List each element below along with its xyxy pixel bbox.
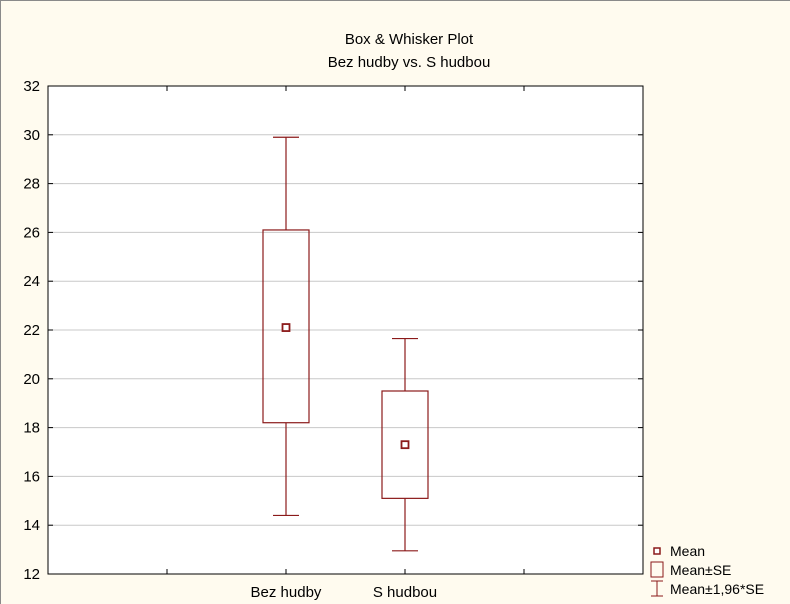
y-tick-label: 18 [23, 420, 40, 437]
x-tick-label: S hudbou [373, 584, 437, 601]
y-tick-label: 24 [23, 273, 40, 290]
legend-label: Mean±SE [670, 562, 731, 578]
legend-se-box [650, 561, 664, 578]
mean-marker [400, 440, 410, 450]
y-axis: 12 14 16 18 20 22 24 26 28 30 32 [23, 78, 643, 583]
plot-series [262, 136, 429, 552]
mean-marker [281, 323, 291, 332]
y-tick-label: 32 [23, 78, 40, 95]
y-tick-label: 14 [23, 517, 40, 534]
grid-lines [48, 134, 643, 526]
chart-subtitle: Bez hudby vs. S hudbou [328, 54, 491, 71]
y-tick-label: 26 [23, 224, 40, 241]
legend-mean-marker [653, 547, 661, 555]
legend-label: Mean [670, 543, 705, 559]
y-tick-label: 30 [23, 127, 40, 144]
se-box [262, 229, 310, 424]
legend: Mean Mean±SE Mean±1,96*SE [650, 543, 764, 597]
legend-label: Mean±1,96*SE [670, 581, 764, 597]
box-group [381, 337, 429, 552]
y-tick-label: 28 [23, 176, 40, 193]
y-tick-label: 12 [23, 566, 40, 583]
chart-title: Box & Whisker Plot [345, 31, 474, 48]
y-tick-label: 20 [23, 371, 40, 388]
se-box [381, 390, 429, 499]
box-group [262, 136, 310, 517]
y-tick-label: 16 [23, 468, 40, 485]
x-axis: Bez hudby S hudbou [166, 86, 525, 601]
y-tick-label: 22 [23, 322, 40, 339]
x-tick-label: Bez hudby [251, 584, 322, 601]
